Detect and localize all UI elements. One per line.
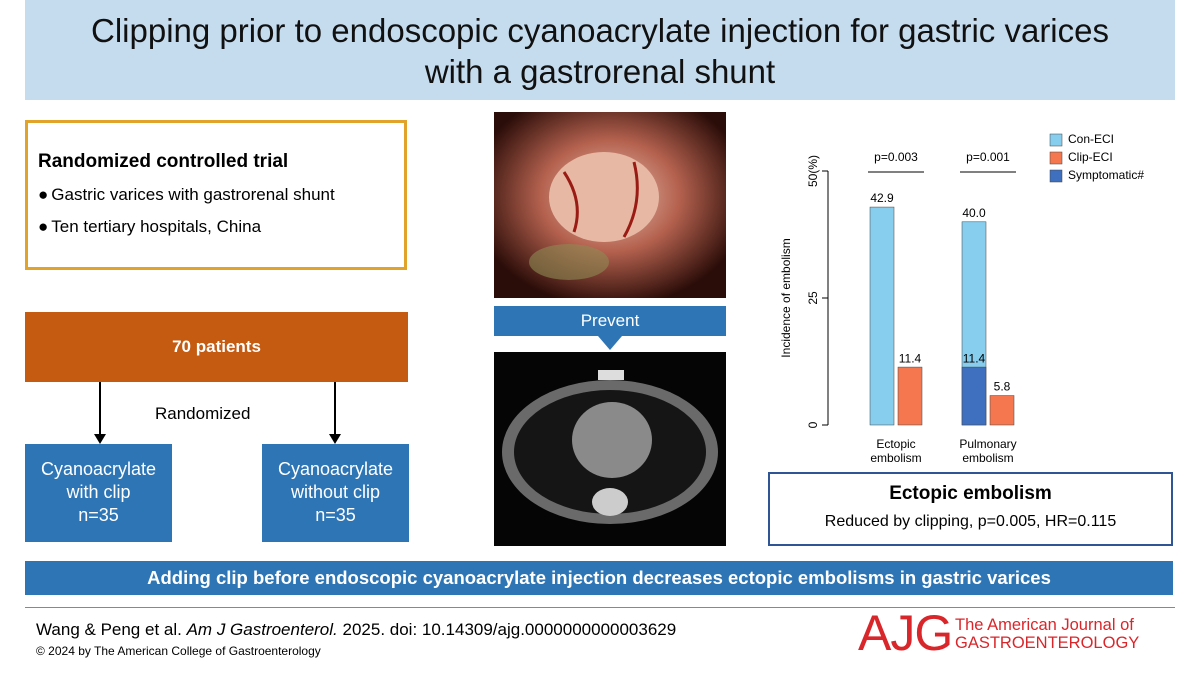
endoscopy-image xyxy=(494,112,726,298)
arm-line: n=35 xyxy=(78,505,119,525)
value-label: 11.4 xyxy=(899,351,922,365)
chart: 0 25 50(%) Incidence of embolism 42.9 40.0 11.… xyxy=(779,132,1144,428)
arm-box: Cyanoacrylate without clip n=35 xyxy=(262,444,409,542)
x-tick-label: Pulmonary embolism xyxy=(959,437,1017,465)
randomized-label: Randomized xyxy=(155,404,251,423)
divider xyxy=(25,607,1175,608)
bullet: Ten tertiary hospitals, China xyxy=(38,217,394,237)
arrows xyxy=(94,382,341,444)
arm-box: Cyanoacrylate with clip n=35 xyxy=(25,444,172,542)
prevent-arrow xyxy=(598,336,622,350)
arm-line: n=35 xyxy=(315,505,356,525)
p-value: p=0.003 xyxy=(874,150,918,164)
logo-line: The American Journal of xyxy=(955,616,1134,634)
ct-image xyxy=(494,352,726,546)
bullet: Gastric varices with gastrorenal shunt xyxy=(38,185,394,205)
p-value: p=0.001 xyxy=(966,150,1010,164)
total-box: 70 patients xyxy=(25,312,408,382)
arm-line: with clip xyxy=(66,482,131,502)
legend-label: Con-ECI xyxy=(1068,132,1114,146)
value-label: 40.0 xyxy=(962,206,986,220)
arm-line: Cyanoacrylate xyxy=(277,459,394,479)
y-axis-label: Incidence of embolism xyxy=(779,238,793,357)
journal: Am J Gastroenterol. xyxy=(186,620,338,639)
conclusion: Adding clip before endoscopic cyanoacryl… xyxy=(25,561,1173,595)
y-tick-label: 0 xyxy=(806,421,820,428)
arm-line: without clip xyxy=(290,482,381,502)
legend-swatch xyxy=(1049,151,1063,165)
legend-label: Symptomatic# xyxy=(1068,168,1144,182)
result-heading: Ectopic embolism xyxy=(889,483,1052,504)
title: Clipping prior to endoscopic cyanoacryla… xyxy=(25,0,1175,100)
doi: 2025. doi: 10.14309/ajg.0000000000003629 xyxy=(342,620,677,639)
bar xyxy=(961,366,987,426)
trial-heading: Randomized controlled trial xyxy=(38,151,289,172)
copyright: © 2024 by The American College of Gastro… xyxy=(36,644,321,658)
prevent-bar: Prevent xyxy=(494,306,726,336)
value-label: 5.8 xyxy=(994,380,1011,394)
trial-box: Randomized controlled trial Gastric vari… xyxy=(25,120,407,270)
legend-swatch xyxy=(1049,133,1063,147)
arm-line: Cyanoacrylate xyxy=(40,459,157,479)
result-box: Ectopic embolism Reduced by clipping, p=… xyxy=(768,472,1173,546)
authors: Wang & Peng et al. xyxy=(36,620,182,639)
logo-line: GASTROENTEROLOGY xyxy=(955,634,1140,652)
y-tick-label: 50(%) xyxy=(806,155,820,187)
value-label: 11.4 xyxy=(963,351,986,365)
x-tick-label: Ectopic embolism xyxy=(870,437,922,465)
bar xyxy=(869,206,895,426)
legend-swatch xyxy=(1049,169,1063,183)
citation: Wang & Peng et al. Am J Gastroenterol. 2… xyxy=(36,620,676,640)
result-text: Reduced by clipping, p=0.005, HR=0.115 xyxy=(824,513,1117,530)
y-tick-label: 25 xyxy=(806,291,820,305)
logo-mark: AJG xyxy=(858,605,953,661)
value-label: 42.9 xyxy=(870,191,894,205)
bar xyxy=(989,395,1015,426)
legend-label: Clip-ECI xyxy=(1068,150,1113,164)
bar xyxy=(897,366,923,426)
